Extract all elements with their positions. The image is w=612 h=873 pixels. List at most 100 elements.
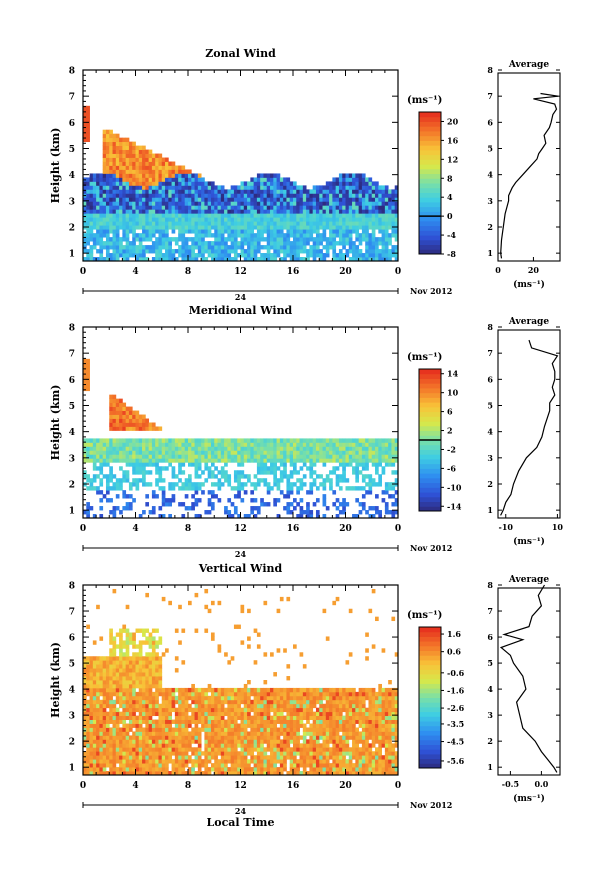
heatmap-cell bbox=[155, 157, 159, 162]
heatmap-cell bbox=[243, 217, 248, 222]
heatmap-cell bbox=[276, 217, 281, 222]
heatmap-cell bbox=[128, 640, 133, 645]
heatmap-cell bbox=[220, 767, 225, 772]
heatmap-cell bbox=[125, 691, 130, 697]
heatmap-cell bbox=[240, 759, 245, 764]
heatmap-cell bbox=[391, 514, 396, 519]
heatmap-cell bbox=[309, 209, 314, 214]
heatmap-cell bbox=[329, 201, 333, 206]
heatmap-cell bbox=[102, 656, 107, 661]
heatmap-cell bbox=[335, 185, 340, 190]
heatmap-cell bbox=[250, 245, 255, 250]
heatmap-cell bbox=[105, 149, 110, 154]
heatmap-cell bbox=[171, 751, 176, 756]
heatmap-cell bbox=[302, 474, 307, 479]
heatmap-cell bbox=[240, 470, 245, 475]
heatmap-cell bbox=[142, 426, 146, 431]
profile-y-tick-label: 5 bbox=[487, 143, 493, 153]
heatmap-cell bbox=[247, 181, 251, 186]
heatmap-cell bbox=[256, 442, 261, 447]
x-tick-label: 0 bbox=[395, 524, 401, 534]
heatmap-cell bbox=[384, 193, 389, 198]
heatmap-cell bbox=[83, 386, 87, 392]
heatmap-cell bbox=[345, 209, 350, 214]
heatmap-cell bbox=[273, 237, 277, 242]
heatmap-cell bbox=[319, 446, 323, 451]
heatmap-cell bbox=[220, 446, 225, 451]
heatmap-cell bbox=[83, 205, 87, 210]
heatmap-cell bbox=[266, 185, 271, 190]
heatmap-cell bbox=[293, 506, 297, 511]
heatmap-cell bbox=[217, 197, 222, 202]
heatmap-cell bbox=[283, 249, 287, 254]
heatmap-cell bbox=[89, 213, 94, 218]
heatmap-cell bbox=[83, 221, 87, 226]
profile-title: Average bbox=[508, 60, 549, 70]
heatmap-cell bbox=[158, 185, 163, 190]
heatmap-cell bbox=[289, 193, 294, 198]
heatmap-cell bbox=[83, 257, 87, 262]
heatmap-cell bbox=[138, 751, 143, 756]
heatmap-cell bbox=[128, 241, 133, 246]
heatmap-cell bbox=[312, 237, 317, 242]
heatmap-cell bbox=[296, 249, 300, 254]
heatmap-cell bbox=[105, 245, 110, 250]
heatmap-cell bbox=[155, 201, 159, 206]
heatmap-cell bbox=[181, 715, 186, 720]
heatmap-cell bbox=[348, 233, 353, 238]
heatmap-cell bbox=[391, 205, 396, 210]
heatmap-cell bbox=[148, 197, 153, 202]
heatmap-cell bbox=[86, 205, 90, 210]
heatmap-cell bbox=[86, 759, 90, 764]
heatmap-cell bbox=[102, 153, 107, 158]
heatmap-cell bbox=[112, 687, 117, 693]
heatmap-cell bbox=[306, 253, 310, 258]
heatmap-cell bbox=[240, 763, 245, 768]
heatmap-cell bbox=[273, 478, 277, 483]
heatmap-cell bbox=[312, 253, 317, 258]
heatmap-cell bbox=[224, 217, 228, 222]
heatmap-cell bbox=[191, 237, 195, 242]
heatmap-cell bbox=[394, 458, 399, 463]
heatmap-cell bbox=[319, 197, 323, 202]
heatmap-cell bbox=[122, 177, 127, 182]
heatmap-cell bbox=[391, 502, 396, 507]
heatmap-cell bbox=[119, 177, 123, 182]
heatmap-cell bbox=[148, 771, 153, 776]
heatmap-cell bbox=[260, 446, 264, 451]
heatmap-cell bbox=[135, 727, 140, 732]
heatmap-cell bbox=[138, 145, 143, 150]
heatmap-cell bbox=[381, 454, 386, 459]
heatmap-cell bbox=[178, 229, 182, 234]
heatmap-cell bbox=[302, 217, 307, 222]
heatmap-cell bbox=[293, 213, 297, 218]
heatmap-cell bbox=[230, 486, 235, 491]
heatmap-cell bbox=[217, 438, 222, 443]
heatmap-cell bbox=[132, 446, 136, 451]
heatmap-cell bbox=[125, 699, 130, 705]
heatmap-cell bbox=[86, 249, 90, 254]
heatmap-cell bbox=[335, 506, 340, 511]
heatmap-cell bbox=[155, 169, 159, 174]
heatmap-cell bbox=[125, 474, 130, 479]
heatmap-cell bbox=[325, 181, 330, 186]
heatmap-cell bbox=[348, 209, 353, 214]
heatmap-cell bbox=[207, 771, 212, 776]
heatmap-cell bbox=[112, 410, 117, 415]
heatmap-cell bbox=[102, 719, 107, 724]
heatmap-cell bbox=[112, 454, 117, 459]
heatmap-cell bbox=[92, 703, 97, 709]
heatmap-cell bbox=[214, 237, 218, 242]
heatmap-cell bbox=[138, 205, 143, 210]
heatmap-cell bbox=[102, 442, 107, 447]
heatmap-cell bbox=[361, 197, 366, 202]
heatmap-cell bbox=[220, 466, 225, 471]
heatmap-cell bbox=[83, 510, 87, 515]
heatmap-cell bbox=[391, 249, 396, 254]
heatmap-cell bbox=[165, 209, 169, 214]
heatmap-cell bbox=[381, 229, 386, 234]
heatmap-cell bbox=[394, 498, 399, 503]
heatmap-cell bbox=[119, 767, 123, 772]
heatmap-cell bbox=[191, 193, 195, 198]
heatmap-cell bbox=[161, 229, 166, 234]
